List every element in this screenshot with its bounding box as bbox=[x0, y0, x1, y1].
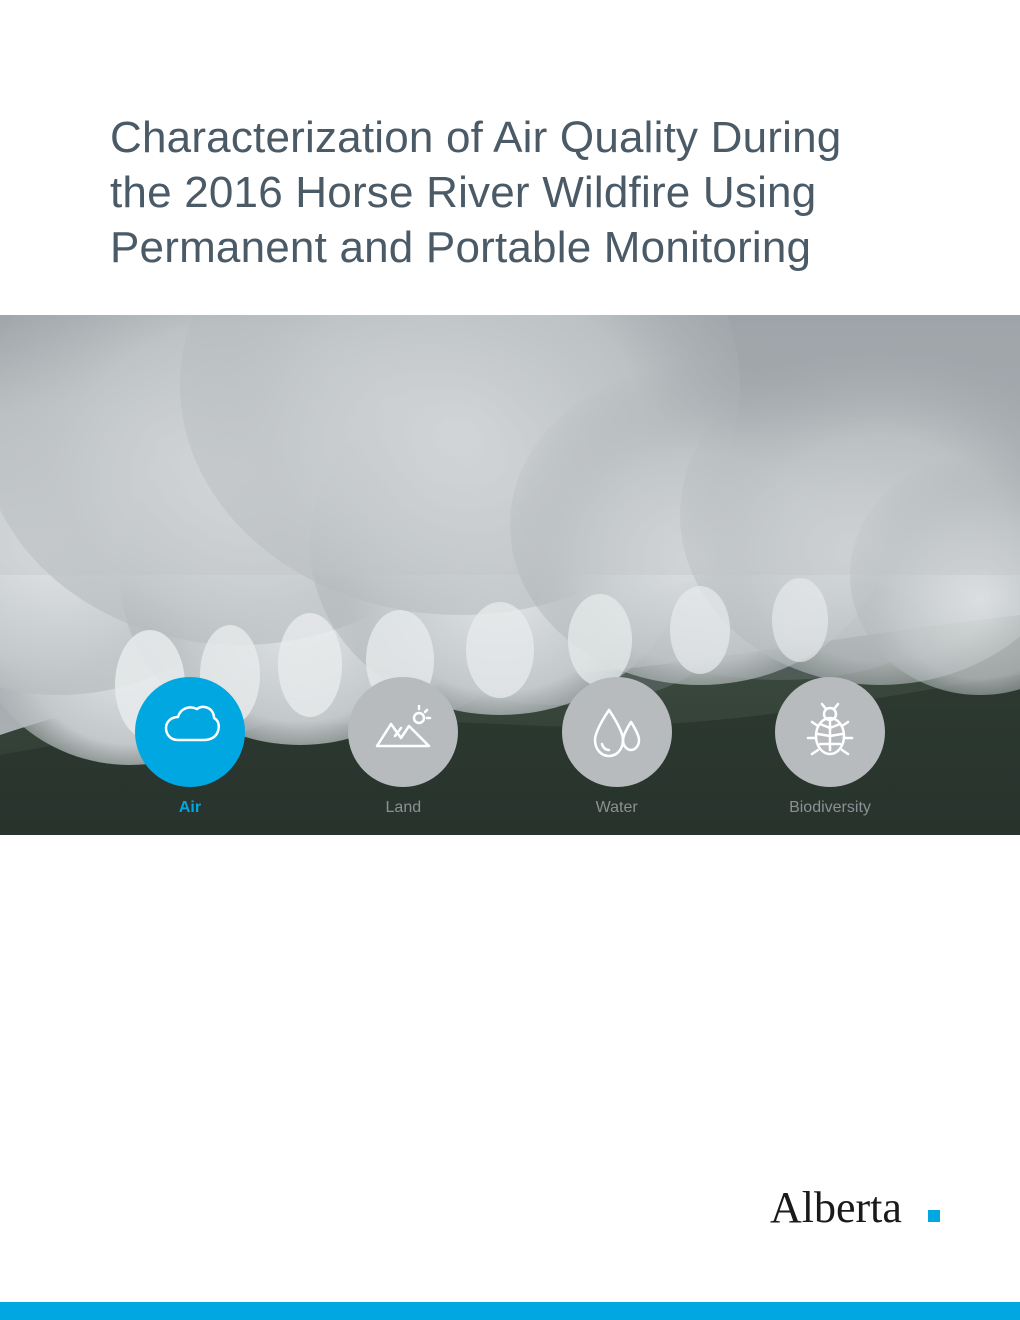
title-block: Characterization of Air Quality During t… bbox=[0, 0, 1020, 315]
category-biodiversity: Biodiversity bbox=[760, 677, 900, 817]
bottom-accent-bar bbox=[0, 1302, 1020, 1320]
logo-text: Alberta bbox=[770, 1183, 902, 1232]
biodiversity-icon bbox=[775, 677, 885, 787]
water-icon bbox=[562, 677, 672, 787]
document-cover: Characterization of Air Quality During t… bbox=[0, 0, 1020, 1320]
category-label: Water bbox=[596, 799, 638, 817]
category-water: Water bbox=[547, 677, 687, 817]
air-icon bbox=[135, 677, 245, 787]
category-icon-row: Air Land bbox=[0, 677, 1020, 817]
hero-image: Air Land bbox=[0, 315, 1020, 835]
category-label: Land bbox=[386, 799, 422, 817]
category-land: Land bbox=[333, 677, 473, 817]
category-air: Air bbox=[120, 677, 260, 817]
category-label: Air bbox=[179, 799, 201, 817]
alberta-logo: Alberta bbox=[770, 1180, 950, 1240]
logo-accent-square bbox=[928, 1210, 940, 1222]
land-icon bbox=[348, 677, 458, 787]
category-label: Biodiversity bbox=[789, 799, 871, 817]
page-title: Characterization of Air Quality During t… bbox=[110, 110, 910, 275]
